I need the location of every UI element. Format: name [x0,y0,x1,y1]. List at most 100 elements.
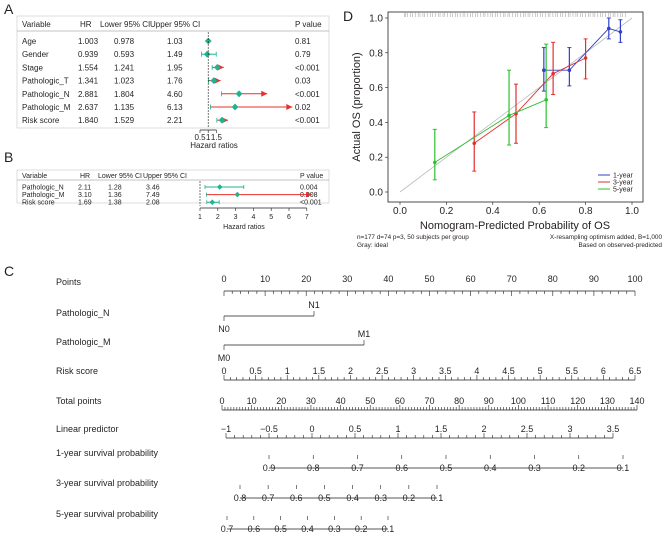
panel-b-xlabel: Hazard ratios [223,224,265,231]
nomogram-row-label: 1-year survival probability [56,448,159,458]
nomogram-tick-label: 140 [629,396,644,406]
calibration-y-tick-label: 0.2 [369,153,383,164]
nomogram-tick-label: 10 [260,274,270,284]
nomogram-category-low: N0 [218,324,230,334]
nomogram-tick-label: 70 [424,396,434,406]
nomogram-tick-label: 120 [570,396,585,406]
panel-b-row-p: <0.001 [300,200,322,207]
nomogram-tick-label: 0.4 [484,463,497,473]
panel-b-x-tick-label: 7 [305,214,309,221]
panel-a-row-lower: 1.135 [114,103,135,112]
panel-a-row-variable: Stage [22,63,43,72]
panel-a-row-p: 0.79 [295,50,311,59]
panel-b-row-upper: 7.49 [146,192,160,199]
panel-b-row-variable: Risk score [22,200,55,207]
nomogram-tick-label: 0.5 [349,424,362,434]
panel-a-header-upper: Upper 95% CI [150,20,200,29]
panel-a-row-upper: 1.03 [167,37,183,46]
panel-a-header-p: P value [295,20,322,29]
panel-b-table-border [16,169,330,204]
nomogram-tick-label: 80 [548,274,558,284]
panel-a-header-lower: Lower 95% CI [100,20,150,29]
panel-b-row-lower: 1.38 [108,200,122,207]
nomogram-row-label: Risk score [56,366,98,376]
nomogram-tick-label: 90 [589,274,599,284]
nomogram-tick-label: 0.2 [355,524,368,534]
nomogram-tick-label: 20 [276,396,286,406]
nomogram-row-label: 3-year survival probability [56,478,159,488]
calibration-x-tick-label: 0.8 [579,206,593,217]
panel-a-hr-marker [213,64,221,71]
calibration-point [567,68,572,72]
panel-a-row-variable: Pathologic_N [22,90,70,99]
nomogram-tick-label: 4.5 [502,366,515,376]
calibration-point [583,56,588,60]
nomogram-tick-label: 0 [221,366,226,376]
nomogram-tick-label: 5 [538,366,543,376]
nomogram-tick-label: 3.5 [439,366,452,376]
nomogram-tick-label: 40 [336,396,346,406]
panel-a-hr-marker [235,90,243,98]
panel-a: A Variable HR Lower 95% CI Upper 95% CI … [4,1,330,150]
panel-b-x-tick-label: 4 [251,214,255,221]
panel-b-x-tick-label: 1 [198,214,202,221]
panel-b-header-lower: Lower 95% CI [98,173,142,180]
calibration-series-line [543,27,621,71]
calibration-y-tick-label: 0.6 [369,83,383,94]
panel-a-row-lower: 1.529 [114,116,135,125]
panel-a-ci-arrow [214,77,221,84]
calibration-point [472,141,477,146]
panel-a-hr-marker [203,50,211,58]
panel-a-row-variable: Pathologic_M [22,103,71,112]
nomogram-tick-label: 6.5 [629,366,642,376]
panel-b-hr-marker [234,191,241,198]
note-gray: Gray: ideal [357,242,388,249]
nomogram-tick-label: 0.6 [248,524,261,534]
legend-label: 3-year [613,180,634,187]
panel-b: B Variable HR Lower 95% CI Upper 95% CI … [4,149,330,231]
panel-a-ci-arrow [261,90,268,97]
nomogram-tick-label: 0.9 [263,463,276,473]
calibration-point [618,30,623,34]
panel-a-header-hr: HR [80,20,92,29]
nomogram-tick-label: 130 [600,396,615,406]
panel-a-x-tick-label: 1.5 [211,133,223,142]
panel-a-row-hr: 2.637 [78,103,99,112]
nomogram-row-label: Pathologic_N [56,308,110,318]
panel-b-x-tick-label: 6 [287,214,291,221]
nomogram-tick-label: 0.1 [431,493,444,503]
panel-a-row-hr: 1.554 [78,63,99,72]
nomogram-row-label: Points [56,277,82,287]
nomogram-category-high: M1 [358,329,371,339]
panel-a-x-tick-label: 0.5 [194,133,206,142]
panel-a-x-tick-label: 1 [206,133,211,142]
panel-a-header-variable: Variable [22,20,51,29]
panel-a-row-p: 0.81 [295,37,311,46]
nomogram-tick-label: −0.5 [260,424,278,434]
nomogram-tick-label: 0.7 [262,493,275,503]
panel-b-row-hr: 2.11 [78,185,91,192]
panel-a-axis: 0.5 1 1.5 [194,32,223,142]
panel-b-x-tick-label: 5 [269,214,273,221]
nomogram-tick-label: 100 [511,396,526,406]
panel-a-hr-marker [218,116,226,124]
calibration-point [544,97,548,102]
panel-a-row-variable: Pathologic_T [22,77,69,86]
calibration-point [433,160,437,165]
nomogram-tick-label: 110 [541,396,555,406]
nomogram-tick-label: 0.7 [351,463,364,473]
nomogram-tick-label: 1 [395,424,400,434]
panel-a-hr-marker [210,77,218,84]
panel-c-rows: Points 0 10 20 30 40 50 60 70 80 90 100Pathologic_N… [56,274,645,534]
panel-d: D 0.0 0.2 0.4 0.6 0.8 1.0 0.0 0.2 0.4 0.6 0.8 1.0 N… [343,8,662,249]
nomogram-tick-label: 0.8 [307,463,320,473]
nomogram-tick-label: −1 [221,424,231,434]
panel-b-row-variable: Pathologic_N [22,185,64,192]
calibration-series-line [473,57,586,144]
calibration-ylabel: Actual OS (proportion) [351,52,363,161]
panel-b-rows: Pathologic_N 2.11 1.28 3.46 0.004 Pathologic_… [22,184,322,207]
panel-a-hr-marker [231,103,239,111]
nomogram-tick-label: 0.3 [328,524,341,534]
panel-a-row-hr: 1.003 [78,37,99,46]
nomogram-tick-label: 0.3 [374,493,387,503]
